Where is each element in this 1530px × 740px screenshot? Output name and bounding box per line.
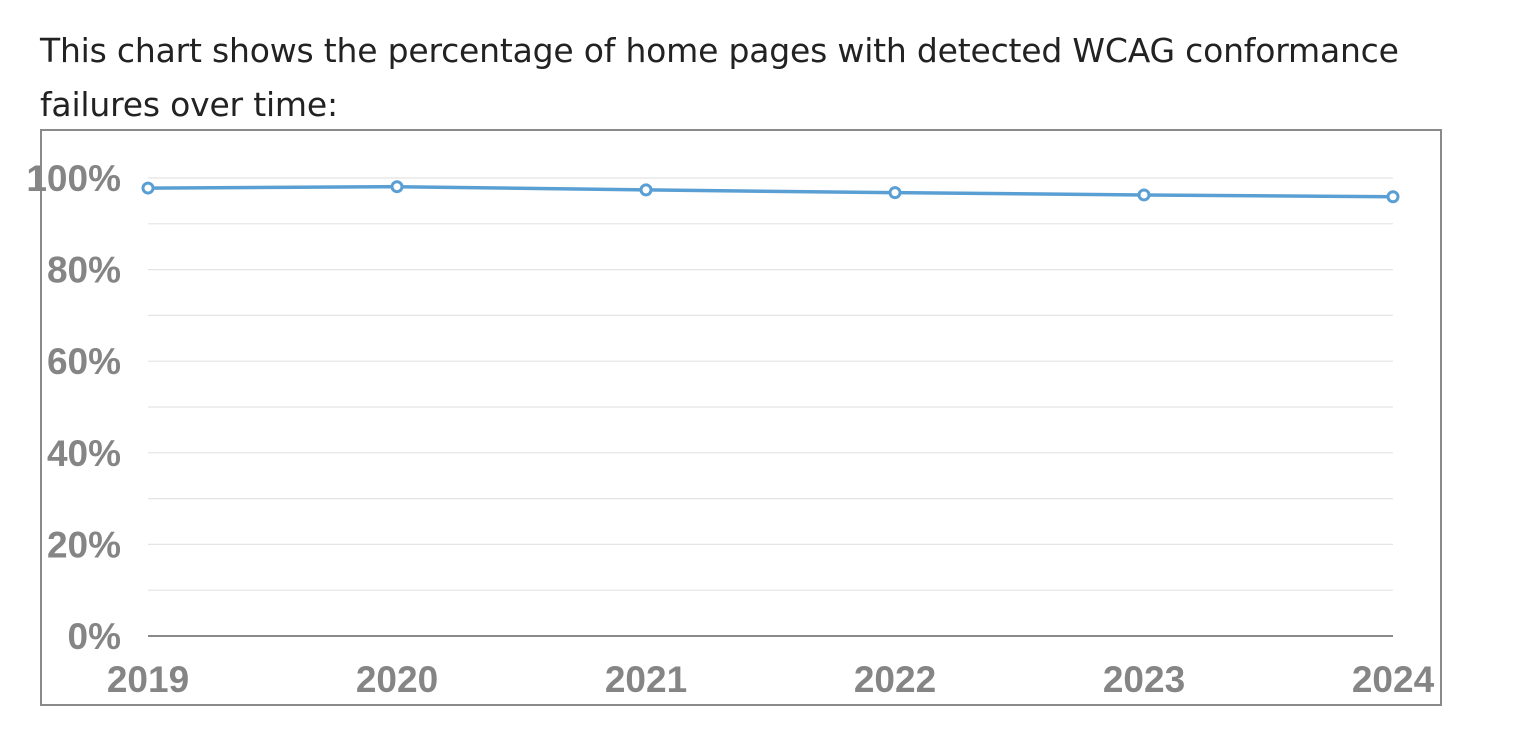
data-point-2023 [1137,188,1151,202]
intro-paragraph: This chart shows the percentage of home … [40,31,1399,124]
x-tick-label: 2024 [1352,659,1435,700]
series-line [146,184,1395,199]
x-axis-tick-labels: 2019 2020 2021 2022 2023 2024 [107,659,1435,700]
y-tick-label: 60% [47,341,121,382]
y-axis-tick-labels: 0% 20% 40% 60% 80% 100% [26,158,121,657]
data-point-2019 [141,181,155,195]
data-point-2021 [639,183,653,197]
chart-frame [40,129,1442,706]
data-point-2024 [1386,190,1400,204]
x-tick-label: 2023 [1103,659,1185,700]
x-tick-label: 2022 [854,659,936,700]
y-tick-label: 40% [47,433,121,474]
grid-lines [148,177,1393,591]
data-point-2022 [888,186,902,200]
x-tick-label: 2020 [356,659,438,700]
x-tick-label: 2019 [107,659,189,700]
y-tick-label: 100% [26,158,121,199]
y-tick-label: 0% [68,616,121,657]
y-tick-label: 80% [47,250,121,291]
data-point-2020 [390,180,404,194]
x-tick-label: 2021 [605,659,687,700]
y-tick-label: 20% [47,524,121,565]
series-layer [141,180,1400,204]
